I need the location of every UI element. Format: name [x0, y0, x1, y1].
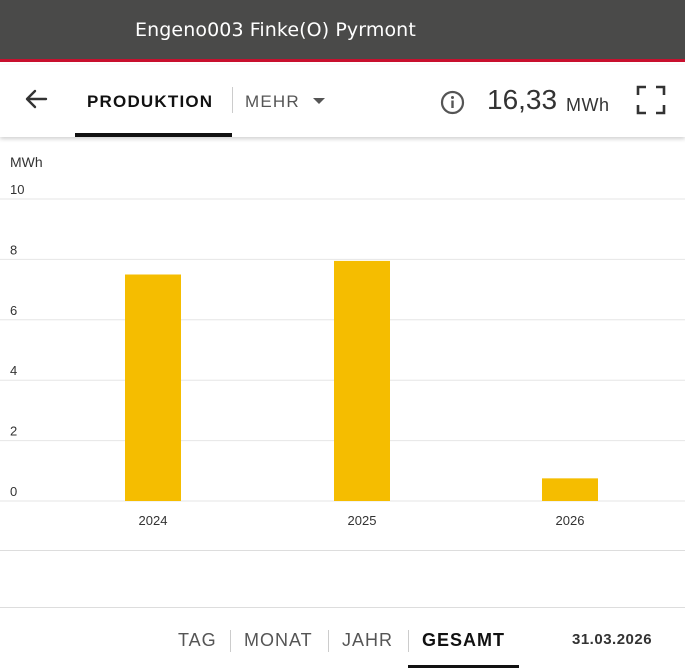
title-bar: Engeno003 Finke(O) Pyrmont — [0, 0, 685, 62]
period-tab-jahr-label: JAHR — [342, 630, 394, 650]
tab-produktion-label: PRODUKTION — [87, 92, 214, 111]
bar-2025 — [334, 260, 390, 501]
y-tick-label: 4 — [10, 363, 17, 378]
y-axis-unit-label: MWh — [10, 154, 43, 170]
y-tick-label: 2 — [10, 424, 17, 439]
tab-divider — [232, 87, 233, 113]
period-tab-monat-label: MONAT — [244, 630, 313, 650]
bar-2024 — [125, 274, 181, 501]
caret-down-icon — [313, 98, 325, 104]
toolbar: PRODUKTION MEHR 16,33 MWh — [0, 65, 685, 137]
x-tick-label: 2025 — [348, 513, 377, 528]
x-tick-label: 2026 — [556, 513, 585, 528]
chart-divider — [0, 550, 685, 551]
production-chart: MWh 0 2 4 6 8 10 2024 2025 2026 — [0, 137, 685, 552]
y-tick-label: 10 — [10, 182, 24, 197]
chart-svg: MWh 0 2 4 6 8 10 2024 2025 2026 — [0, 154, 685, 528]
tab-produktion[interactable]: PRODUKTION — [75, 65, 232, 137]
back-arrow-icon[interactable] — [22, 85, 50, 113]
fullscreen-icon[interactable] — [636, 85, 666, 115]
period-tab-gesamt-label: GESAMT — [422, 630, 506, 650]
period-tab-tag[interactable]: TAG — [170, 608, 230, 668]
page-title: Engeno003 Finke(O) Pyrmont — [135, 19, 416, 41]
period-divider — [328, 630, 329, 652]
date-label[interactable]: 31.03.2026 — [572, 631, 653, 648]
total-production-value: 16,33 — [487, 84, 558, 115]
y-tick-label: 8 — [10, 242, 17, 257]
total-production-unit: MWh — [566, 95, 610, 115]
bar-2026 — [542, 478, 598, 501]
y-tick-label: 0 — [10, 484, 17, 499]
period-selector: TAG MONAT JAHR GESAMT 31.03.2026 — [0, 607, 685, 668]
period-divider — [408, 630, 409, 652]
tab-mehr-label: MEHR — [245, 92, 300, 111]
info-icon[interactable] — [440, 90, 465, 115]
period-tab-gesamt[interactable]: GESAMT — [408, 608, 519, 668]
period-divider — [230, 630, 231, 652]
y-tick-label: 6 — [10, 303, 17, 318]
period-tab-jahr[interactable]: JAHR — [334, 608, 408, 668]
x-tick-label: 2024 — [139, 513, 168, 528]
period-tab-monat[interactable]: MONAT — [236, 608, 328, 668]
period-tab-tag-label: TAG — [178, 630, 217, 650]
tab-mehr-dropdown[interactable]: MEHR — [245, 65, 335, 137]
